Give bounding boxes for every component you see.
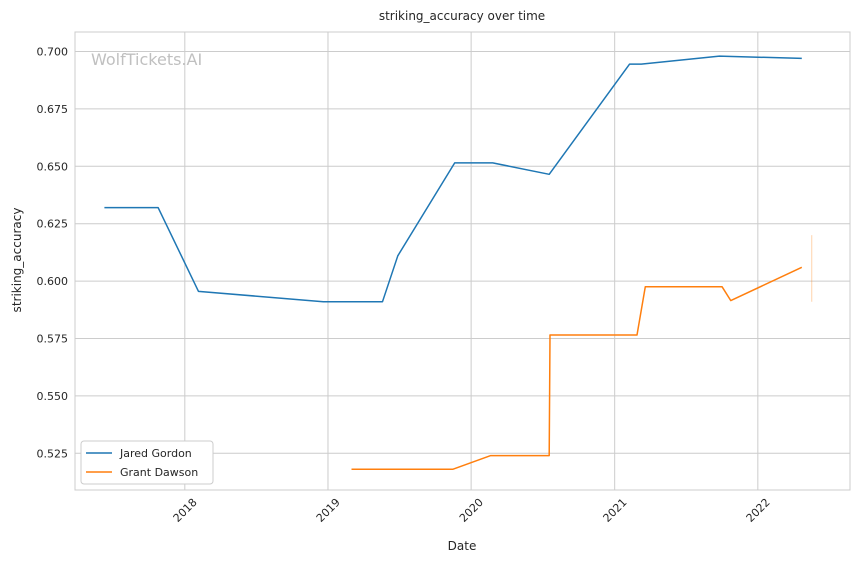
grid: [75, 32, 850, 490]
watermark-text: WolfTickets.AI: [91, 50, 202, 69]
y-tick-label: 0.675: [37, 103, 69, 116]
y-tick-label: 0.625: [37, 218, 69, 231]
y-axis-label: striking_accuracy: [10, 208, 24, 313]
y-tick-label: 0.600: [37, 275, 69, 288]
y-tick-label: 0.525: [37, 447, 69, 460]
y-tick-label: 0.650: [37, 160, 69, 173]
series-line-1: [351, 266, 803, 471]
legend: Jared Gordon Grant Dawson: [80, 440, 214, 485]
series-group: [104, 55, 813, 471]
chart-title: striking_accuracy over time: [379, 9, 545, 23]
series-line-0: [104, 55, 802, 303]
y-tick-label: 0.550: [37, 390, 69, 403]
y-tick-label: 0.700: [37, 46, 69, 59]
legend-box: [80, 440, 214, 485]
y-tick-label: 0.575: [37, 332, 69, 345]
legend-label: Grant Dawson: [120, 466, 198, 479]
plot-area: [74, 31, 851, 491]
legend-label: Jared Gordon: [119, 447, 192, 460]
y-axis: 0.525 0.550 0.575 0.600 0.625 0.650 0.675 0.700: [37, 46, 69, 461]
x-axis-label: Date: [448, 539, 477, 553]
